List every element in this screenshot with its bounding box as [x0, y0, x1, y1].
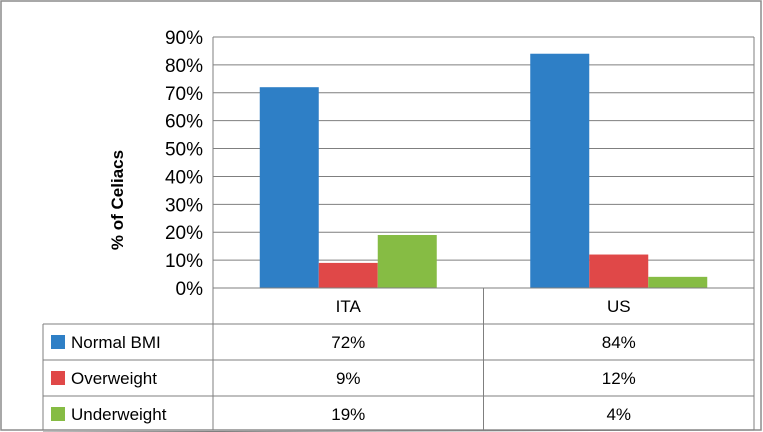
data-table-value: 12%	[602, 369, 636, 388]
y-tick-label: 90%	[165, 28, 203, 49]
bars	[259, 53, 708, 288]
legend-series-name: Overweight	[71, 369, 157, 388]
legend-series-name: Underweight	[71, 405, 167, 424]
data-table-value: 19%	[331, 405, 365, 424]
legend-series-name: Normal BMI	[71, 333, 161, 352]
bar-normal-bmi-us	[530, 53, 590, 288]
y-tick-label: 30%	[165, 195, 203, 216]
y-tick-label: 50%	[165, 140, 203, 161]
y-tick-label: 60%	[165, 112, 203, 133]
y-tick-label: 70%	[165, 84, 203, 105]
bar-normal-bmi-ita	[259, 87, 319, 288]
data-table-value: 84%	[602, 333, 636, 352]
bar-underweight-us	[648, 276, 708, 288]
legend-swatch	[51, 407, 65, 421]
y-tick-label: 20%	[165, 223, 203, 244]
data-table-value: 9%	[336, 369, 361, 388]
x-category-label: ITA	[336, 297, 362, 316]
y-axis-label: % of Celiacs	[108, 150, 127, 250]
data-table-value: 72%	[331, 333, 365, 352]
y-axis-ticks: 0% 10% 20% 30% 40% 50% 60% 70% 80% 90%	[165, 28, 203, 300]
y-tick-label: 10%	[165, 251, 203, 272]
bar-overweight-us	[589, 254, 649, 288]
y-tick-label: 80%	[165, 56, 203, 77]
bar-underweight-ita	[377, 235, 437, 288]
y-tick-label: 0%	[176, 279, 204, 300]
legend-swatch	[51, 371, 65, 385]
x-category-label: US	[607, 297, 631, 316]
y-tick-label: 40%	[165, 167, 203, 188]
data-table: ITA US Normal BMI 72% 84% Overweight 9% 12% Unde…	[42, 287, 755, 432]
legend-swatch	[51, 335, 65, 349]
data-table-value: 4%	[606, 405, 631, 424]
bar-overweight-ita	[318, 262, 378, 288]
